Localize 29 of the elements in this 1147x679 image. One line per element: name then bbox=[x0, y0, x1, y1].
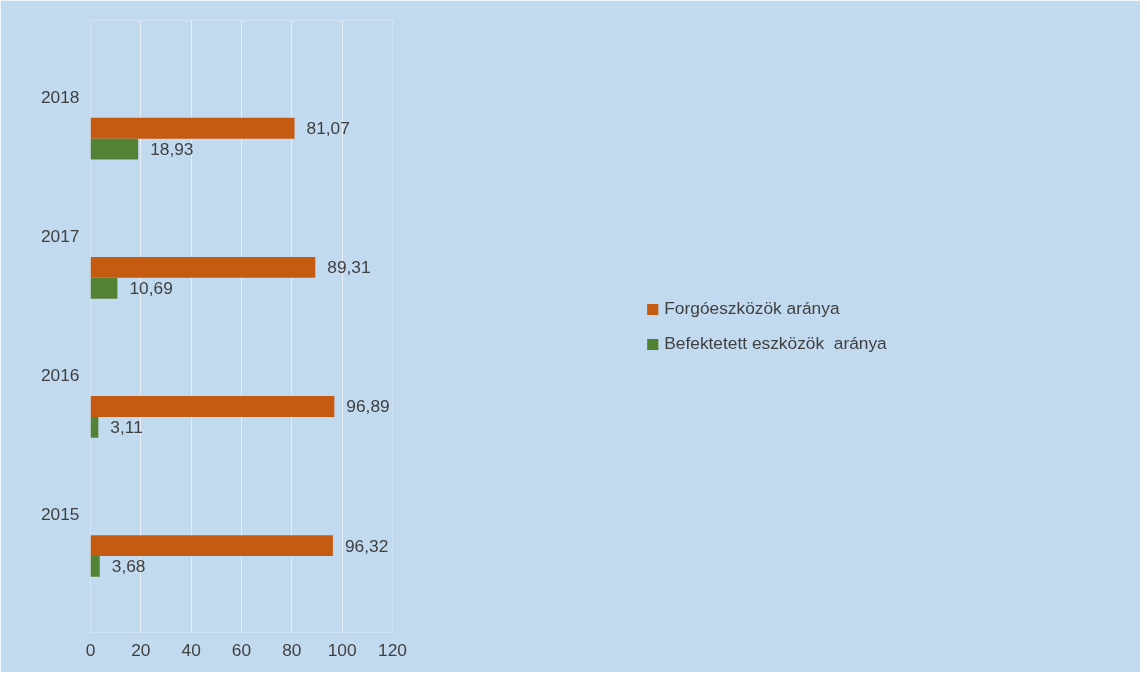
bar bbox=[90, 556, 100, 577]
data-label: 18,93 bbox=[150, 139, 194, 160]
bar bbox=[90, 256, 316, 278]
y-tick-label: 2015 bbox=[40, 504, 80, 525]
x-tick-label: 100 bbox=[327, 639, 357, 660]
bar bbox=[90, 416, 99, 438]
bar bbox=[90, 396, 335, 417]
legend-label: Befektetett eszközök aránya bbox=[664, 333, 887, 354]
data-label: 3,68 bbox=[111, 556, 146, 577]
data-label: 81,07 bbox=[306, 118, 350, 139]
bar bbox=[90, 535, 333, 556]
y-tick-label: 2018 bbox=[40, 87, 80, 107]
legend-label: Forgóeszközök aránya bbox=[664, 298, 840, 319]
data-label: 96,32 bbox=[344, 535, 389, 556]
bar bbox=[90, 277, 118, 299]
data-label: 96,89 bbox=[346, 396, 390, 417]
x-tick-label: 20 bbox=[131, 639, 151, 660]
x-tick-label: 120 bbox=[378, 639, 407, 660]
bar bbox=[90, 117, 295, 139]
data-label: 3,11 bbox=[110, 417, 143, 438]
y-tick-label: 2016 bbox=[40, 365, 80, 386]
bar bbox=[90, 138, 139, 160]
data-label: 10,69 bbox=[129, 278, 173, 299]
x-tick-label: 80 bbox=[282, 639, 302, 660]
x-tick-label: 60 bbox=[231, 639, 252, 660]
x-tick-label: 0 bbox=[85, 639, 96, 660]
data-label: 89,31 bbox=[327, 257, 371, 278]
x-tick-label: 40 bbox=[181, 639, 201, 660]
y-tick-label: 2017 bbox=[40, 226, 80, 247]
